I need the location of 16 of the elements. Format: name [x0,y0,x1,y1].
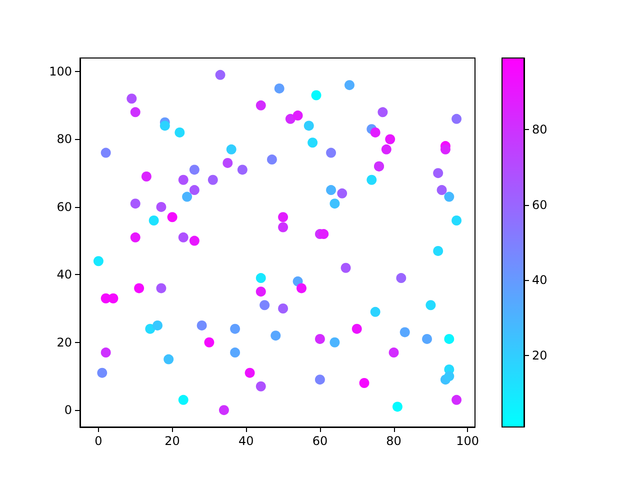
y-tick-label: 100 [49,64,72,79]
color-bar-label: 80 [532,122,548,137]
y-tick-label: 60 [56,200,72,214]
x-tick-label: 80 [386,434,402,448]
y-tick-label: 80 [56,132,72,146]
color-bar-label: 20 [532,348,548,362]
x-tick-label: 40 [238,434,254,448]
y-tick-label: 0 [64,403,72,418]
color-bar-label: 40 [532,273,548,288]
x-tick-label: 60 [312,434,328,448]
y-tick-label: 40 [56,268,72,282]
x-tick-label: 20 [164,434,180,448]
color-bar-label: 60 [532,198,548,212]
x-tick-label: 100 [456,434,480,448]
x-tick-label: 0 [94,434,102,448]
y-tick-label: 20 [56,335,72,350]
